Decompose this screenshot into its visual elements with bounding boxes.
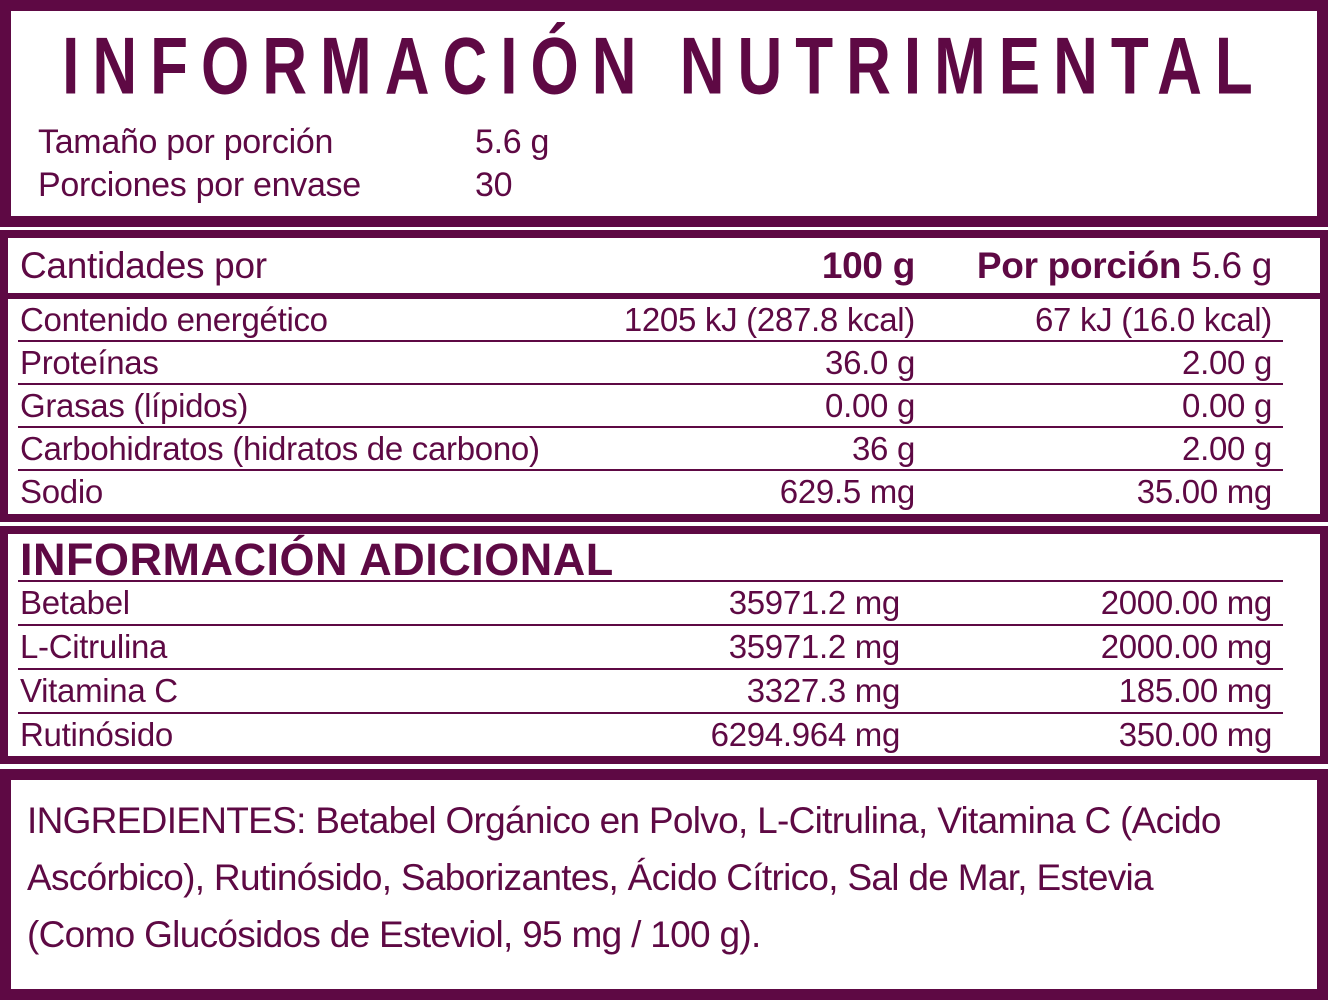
nutrition-table-box: Cantidades por 100 g Por porción 5.6 g C… — [0, 230, 1328, 522]
serving-size-row: Tamaño por porción 5.6 g — [11, 121, 1317, 164]
nutrient-row: Grasas (lípidos) 0.00 g 0.00 g — [8, 385, 1320, 426]
row-divider — [18, 469, 1283, 471]
row-divider — [18, 580, 1283, 582]
servings-per-container-value: 30 — [475, 166, 513, 204]
nutrient-name: Sodio — [20, 472, 103, 510]
header-box: INFORMACIÓN NUTRIMENTAL Tamaño por porci… — [0, 0, 1328, 227]
per-100g-value: 0.00 g — [825, 386, 915, 424]
per-serving-value: 2000.00 mg — [1100, 628, 1273, 665]
per-serving-value: 350.00 mg — [1118, 716, 1273, 753]
per-serving-value: 0.00 g — [1182, 386, 1272, 424]
per-serving-value: 185.00 mg — [1118, 672, 1273, 709]
serving-info: Tamaño por porción 5.6 g Porciones por e… — [11, 121, 1317, 207]
per-100g-value: 629.5 mg — [779, 472, 916, 510]
label-title: INFORMACIÓN NUTRIMENTAL — [62, 21, 1266, 112]
per-100g-value: 36.0 g — [825, 343, 915, 381]
per-serving-value: 67 kJ (16.0 kcal) — [1034, 300, 1272, 338]
ingredients-box: INGREDIENTES: Betabel Orgánico en Polvo,… — [0, 769, 1328, 1000]
serving-size-value: 5.6 g — [475, 123, 550, 161]
row-divider — [18, 340, 1283, 342]
ingredient-name: Vitamina C — [20, 672, 178, 709]
ingredient-name: Rutinósido — [20, 716, 173, 753]
nutrient-row: Proteínas 36.0 g 2.00 g — [8, 342, 1320, 383]
amounts-per-label: Cantidades por — [20, 244, 267, 286]
additional-row: Rutinósido 6294.964 mg 350.00 mg — [8, 714, 1320, 756]
row-divider — [18, 426, 1283, 428]
nutrient-name: Proteínas — [20, 343, 159, 381]
row-divider — [18, 712, 1283, 714]
nutrient-name: Grasas (lípidos) — [20, 386, 249, 424]
ingredient-name: Betabel — [20, 584, 130, 621]
per-100g-value: 1205 kJ (287.8 kcal) — [623, 300, 915, 338]
row-divider — [18, 624, 1283, 626]
per-100g-value: 35971.2 mg — [728, 584, 901, 621]
per-100g-value: 3327.3 mg — [746, 672, 901, 709]
per-100g-value: 6294.964 mg — [710, 716, 901, 753]
per-portion-header: Por porción 5.6 g — [915, 245, 1272, 287]
additional-row: Betabel 35971.2 mg 2000.00 mg — [8, 582, 1320, 624]
additional-info-box: INFORMACIÓN ADICIONAL Betabel 35971.2 mg… — [0, 526, 1328, 764]
nutrient-row: Contenido energético 1205 kJ (287.8 kcal… — [8, 299, 1320, 340]
per-serving-value: 2.00 g — [1182, 429, 1272, 467]
per-100g-value: 35971.2 mg — [728, 628, 901, 665]
ingredient-name: L-Citrulina — [20, 628, 168, 665]
per-serving-value: 2.00 g — [1182, 343, 1272, 381]
per-100g-header: 100 g — [821, 244, 915, 286]
amounts-header-row: Cantidades por 100 g Por porción 5.6 g — [8, 238, 1320, 293]
additional-info-title: INFORMACIÓN ADICIONAL — [20, 534, 614, 585]
per-serving-value: 2000.00 mg — [1100, 584, 1273, 621]
nutrient-row: Carbohidratos (hidratos de carbono) 36 g… — [8, 428, 1320, 469]
servings-per-container-row: Porciones por envase 30 — [11, 164, 1317, 207]
row-divider — [18, 383, 1283, 385]
serving-size-label: Tamaño por porción — [38, 123, 334, 161]
per-portion-header-size: 5.6 g — [1191, 244, 1272, 286]
nutrient-name: Contenido energético — [20, 300, 328, 338]
additional-row: L-Citrulina 35971.2 mg 2000.00 mg — [8, 626, 1320, 668]
row-divider — [18, 668, 1283, 670]
nutrient-row: Sodio 629.5 mg 35.00 mg — [8, 471, 1320, 512]
per-portion-header-label: Por porción — [976, 244, 1182, 286]
additional-row: Vitamina C 3327.3 mg 185.00 mg — [8, 670, 1320, 712]
header-separator-rule — [8, 293, 1320, 299]
per-100g-value: 36 g — [851, 429, 915, 467]
nutrient-name: Carbohidratos (hidratos de carbono) — [20, 429, 540, 467]
servings-per-container-label: Porciones por envase — [38, 166, 361, 204]
per-serving-value: 35.00 mg — [1136, 472, 1273, 510]
ingredients-text: INGREDIENTES: Betabel Orgánico en Polvo,… — [27, 800, 1221, 955]
